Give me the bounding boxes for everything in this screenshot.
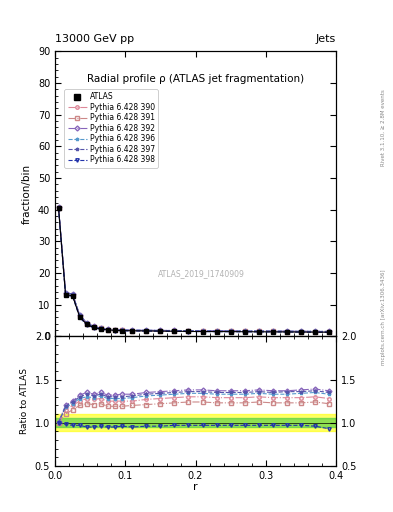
Text: Jets: Jets	[316, 33, 336, 44]
Text: 13000 GeV pp: 13000 GeV pp	[55, 33, 134, 44]
Text: Rivet 3.1.10, ≥ 2.8M events: Rivet 3.1.10, ≥ 2.8M events	[381, 90, 386, 166]
Text: ATLAS_2019_I1740909: ATLAS_2019_I1740909	[158, 269, 244, 278]
X-axis label: r: r	[193, 482, 198, 492]
Bar	[55, 418, 336, 427]
Y-axis label: fraction/bin: fraction/bin	[22, 164, 32, 224]
Text: Radial profile ρ (ATLAS jet fragmentation): Radial profile ρ (ATLAS jet fragmentatio…	[87, 74, 304, 84]
Y-axis label: Ratio to ATLAS: Ratio to ATLAS	[20, 368, 29, 434]
Bar	[55, 414, 336, 431]
Legend: ATLAS, Pythia 6.428 390, Pythia 6.428 391, Pythia 6.428 392, Pythia 6.428 396, P: ATLAS, Pythia 6.428 390, Pythia 6.428 39…	[64, 89, 158, 167]
Text: mcplots.cern.ch [arXiv:1306.3436]: mcplots.cern.ch [arXiv:1306.3436]	[381, 270, 386, 365]
